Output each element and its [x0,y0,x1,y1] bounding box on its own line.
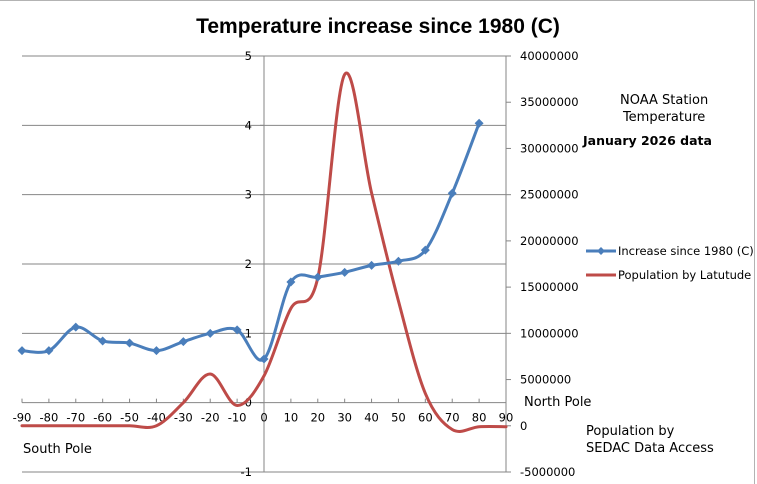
right-tick-label: -5000000 [520,465,575,479]
right-tick-label: 0 [520,419,527,433]
data-date-note: January 2026 data [583,133,712,148]
x-axis-ticks: -90 -80 -70 -60 -50 -40 -30 -20 -10 0 10 20 30 40 50 60… [13,398,514,425]
x-tick-label: -60 [93,411,112,425]
data-point [44,346,54,356]
x-tick-label: 90 [499,411,514,425]
data-point [151,346,161,356]
left-tick-label: -1 [241,465,252,479]
left-tick-label: 2 [245,257,252,271]
x-tick-label: 0 [260,411,267,425]
right-tick-label: 5000000 [520,373,571,387]
right-tick-label: 20000000 [520,234,579,248]
right-tick-label: 35000000 [520,95,579,109]
series-population [20,71,508,433]
data-point [474,118,484,128]
legend-item-population: Population by Latutude [586,268,751,282]
chart-title: Temperature increase since 1980 (C) [196,15,560,38]
x-tick-label: 80 [472,411,487,425]
data-point [313,272,323,282]
legend-swatch-temperature [586,245,616,257]
left-tick-label: 3 [245,188,252,202]
data-point [340,267,350,277]
left-axis-ticks: -1 0 1 2 3 4 5 [241,49,264,479]
data-point [71,322,81,332]
source-temp-line1: NOAA Station [620,93,709,108]
source-temp-note: NOAA Station Temperature [620,92,708,126]
left-tick-label: 5 [245,49,252,63]
data-point [367,260,377,270]
data-point [98,336,108,346]
x-tick-label: -40 [147,411,166,425]
legend-label-population: Population by Latutude [618,268,752,282]
x-tick-label: 10 [284,411,299,425]
x-tick-label: -70 [66,411,85,425]
right-tick-label: 30000000 [520,141,579,155]
left-tick-label: 0 [245,396,252,410]
source-pop-line1: Population by [586,424,675,439]
right-tick-label: 40000000 [520,49,579,63]
right-tick-label: 25000000 [520,188,579,202]
x-tick-label: -80 [39,411,58,425]
x-tick-label: -50 [120,411,139,425]
south-pole-label: South Pole [23,442,92,457]
right-axis-ticks: -5000000 0 5000000 10000000 15000000 20000000… [506,49,579,479]
data-point [393,256,403,266]
legend-label-temperature: Increase since 1980 (C) [618,244,754,258]
left-tick-label: 1 [245,326,252,340]
data-point [178,337,188,347]
series-line [20,121,481,362]
right-tick-label: 10000000 [520,326,579,340]
series-temperature [17,118,484,364]
x-tick-label: 60 [418,411,433,425]
left-tick-label: 4 [245,118,252,132]
x-tick-label: -90 [13,411,32,425]
x-tick-label: -30 [174,411,193,425]
data-point [205,328,215,338]
x-tick-label: -10 [228,411,247,425]
data-point [17,346,27,356]
x-tick-label: 40 [364,411,379,425]
north-pole-label: North Pole [524,395,592,410]
x-tick-label: 70 [445,411,460,425]
source-temp-line2: Temperature [622,110,706,125]
source-pop-note: Population by SEDAC Data Access [586,423,714,457]
data-point [232,325,242,335]
legend-item-temperature: Increase since 1980 (C) [586,244,754,258]
data-point [259,354,269,364]
data-point [447,188,457,198]
data-point [286,277,296,287]
x-tick-label: 50 [391,411,406,425]
source-pop-line2: SEDAC Data Access [586,441,714,456]
series-line [20,71,508,433]
legend-swatch-population [586,269,616,281]
series-layer [17,71,508,433]
x-tick-label: 30 [337,411,352,425]
right-tick-label: 15000000 [520,280,579,294]
x-tick-label: 20 [310,411,325,425]
data-point [125,338,135,348]
data-point [420,245,430,255]
x-tick-label: -20 [201,411,220,425]
